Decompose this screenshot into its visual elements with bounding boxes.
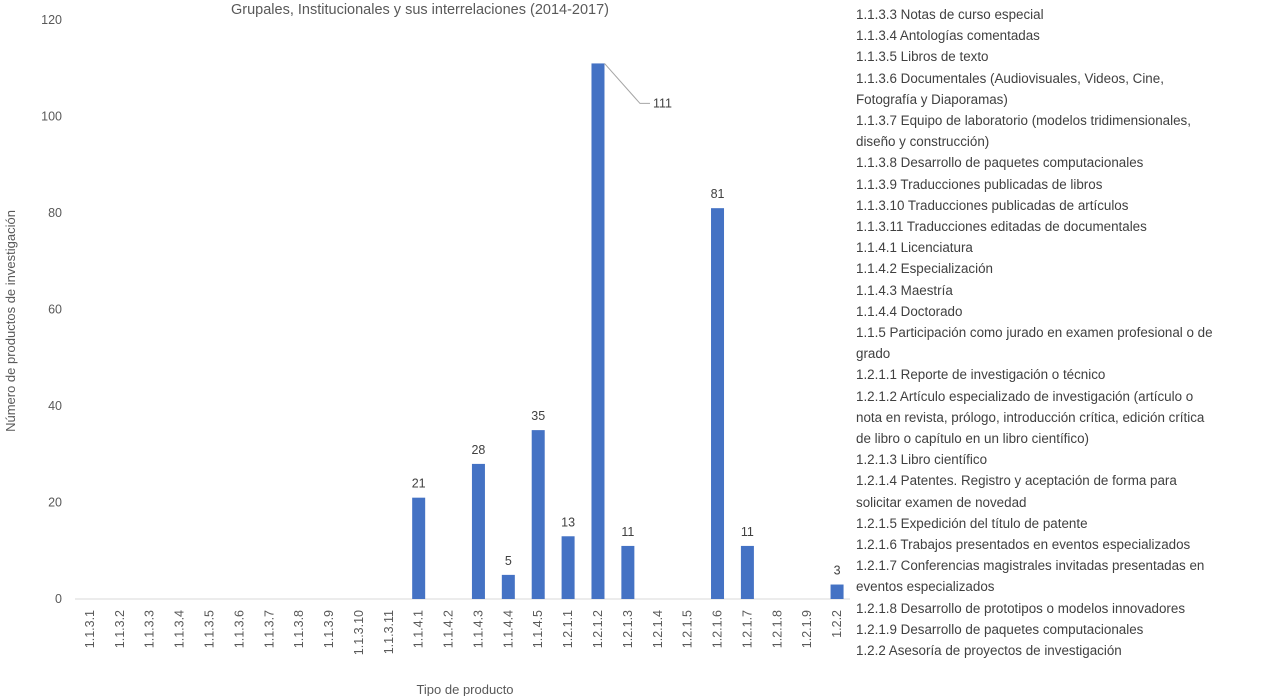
x-tick-label: 1.1.3.11 [382,610,396,654]
data-label: 111 [653,96,672,110]
legend-item: 1.2.1.4 Patentes. Registro y aceptación … [856,473,1177,489]
x-axis-title: Tipo de producto [416,682,513,696]
x-tick-label: 1.1.3.4 [173,610,187,648]
x-tick-label: 1.1.4.4 [501,610,515,648]
legend-item: 1.1.3.5 Libros de texto [856,49,989,65]
bars [412,63,844,600]
x-tick-label: 1.2.1.1 [561,610,575,648]
legend-item: 1.1.4.4 Doctorado [856,303,963,319]
legend-item: 1.1.3.7 Equipo de laboratorio (modelos t… [856,113,1191,129]
data-label: 11 [741,525,754,539]
legend-item: 1.1.3.9 Traducciones publicadas de libro… [856,176,1103,192]
x-tick-label: 1.2.1.6 [711,610,725,648]
y-tick-label: 60 [48,303,62,317]
legend-item: 1.1.4.1 Licenciatura [856,240,973,256]
legend-item: 1.1.4.2 Especialización [856,261,993,277]
data-label: 35 [531,409,545,423]
bar [621,545,635,599]
x-tick-label: 1.2.1.4 [651,610,665,648]
y-tick-labels: 0 20 40 60 80 100 120 [41,13,62,606]
legend-item: 1.2.1.7 Conferencias magistrales invitad… [856,558,1205,574]
bar [711,208,725,600]
x-tick-label: 1.1.3.2 [113,610,127,648]
legend-item: 1.2.2 Asesoría de proyectos de investiga… [856,643,1122,659]
x-tick-label: 1.1.4.1 [412,610,426,648]
bar [471,463,485,599]
legend-item: Fotografía y Diaporamas) [856,91,1008,107]
data-label: 13 [561,515,575,529]
legend-item: 1.2.1.2 Artículo especializado de invest… [856,388,1194,404]
legend-item: diseño y construcción) [856,134,990,150]
x-tick-label: 1.2.1.7 [740,610,754,648]
legend-item: grado [856,346,891,362]
x-tick-label: 1.1.3.1 [83,610,97,648]
x-tick-label: 1.2.1.9 [800,610,814,648]
x-tick-label: 1.1.3.10 [352,610,366,655]
y-tick-label: 80 [48,206,62,220]
x-tick-label: 1.1.4.3 [471,610,485,648]
data-label: 5 [505,554,512,568]
y-tick-label: 0 [55,592,62,606]
legend-item: 1.1.3.6 Documentales (Audiovisuales, Vid… [856,70,1164,86]
data-label: 21 [412,477,426,491]
legend-item: nota en revista, prólogo, introducción c… [856,409,1205,425]
legend-item: 1.1.3.3 Notas de curso especial [856,7,1044,22]
y-tick-label: 40 [48,399,62,413]
leader-line [604,63,650,104]
legend-item: solicitar examen de novedad [856,494,1027,510]
x-tick-labels: 1.1.3.1 1.1.3.2 1.1.3.3 1.1.3.4 1.1.3.5 1.1.3… [83,610,844,655]
legend-item: 1.2.1.9 Desarrollo de paquetes computaci… [856,621,1144,637]
legend-item: 1.1.3.11 Traducciones editadas de docume… [856,219,1147,235]
y-axis-title: Número de productos de investigación [3,210,18,432]
bar [412,497,426,599]
legend-item: 1.2.1.8 Desarrollo de prototipos o model… [856,600,1186,616]
legend-item: de libro o capítulo en un libro científi… [856,431,1089,447]
x-tick-label: 1.1.3.6 [232,610,246,648]
x-tick-label: 1.1.4.2 [442,610,456,648]
legend-item: 1.1.5 Participación como jurado en exame… [856,325,1213,341]
x-tick-label: 1.2.2 [830,610,844,638]
legend-item: 1.1.4.3 Maestría [856,282,953,298]
legend: 1.1.3.3 Notas de curso especial 1.1.3.4 A… [856,4,1284,661]
x-tick-label: 1.2.1.3 [621,610,635,648]
x-tick-label: 1.2.1.8 [770,610,784,648]
legend-item: 1.1.3.10 Traducciones publicadas de artí… [856,197,1129,213]
bar [830,584,844,599]
data-label: 11 [621,525,634,539]
x-tick-label: 1.1.3.5 [202,610,216,648]
x-tick-label: 1.1.3.3 [143,610,157,648]
bar [501,574,515,599]
legend-item: 1.2.1.1 Reporte de investigación o técni… [856,367,1106,383]
y-tick-label: 100 [41,110,62,124]
legend-item: eventos especializados [856,579,995,595]
bar [591,63,605,600]
legend-item: 1.1.3.8 Desarrollo de paquetes computaci… [856,155,1144,171]
x-tick-label: 1.1.3.7 [262,610,276,648]
data-label: 28 [471,443,485,457]
legend-item: 1.2.1.6 Trabajos presentados en eventos … [856,537,1191,553]
x-tick-label: 1.2.1.2 [591,610,605,648]
bar [561,536,575,599]
legend-item: 1.2.1.3 Libro científico [856,452,988,468]
data-label: 81 [711,187,725,201]
x-tick-label: 1.1.3.8 [292,610,306,648]
data-label: 3 [834,564,841,578]
legend-item: 1.1.3.4 Antologías comentadas [856,28,1040,44]
x-tick-label: 1.1.4.5 [531,610,545,648]
y-tick-label: 120 [41,13,62,27]
y-tick-label: 20 [48,496,62,510]
chart-title: Grupales, Institucionales y sus interrel… [231,2,609,18]
legend-item: 1.2.1.5 Expedición del título de patente [856,515,1088,531]
bar [531,430,545,599]
x-tick-label: 1.1.3.9 [322,610,336,648]
bar-chart: Grupales, Institucionales y sus interrel… [3,2,850,696]
x-tick-label: 1.2.1.5 [681,610,695,648]
bar [740,545,754,599]
